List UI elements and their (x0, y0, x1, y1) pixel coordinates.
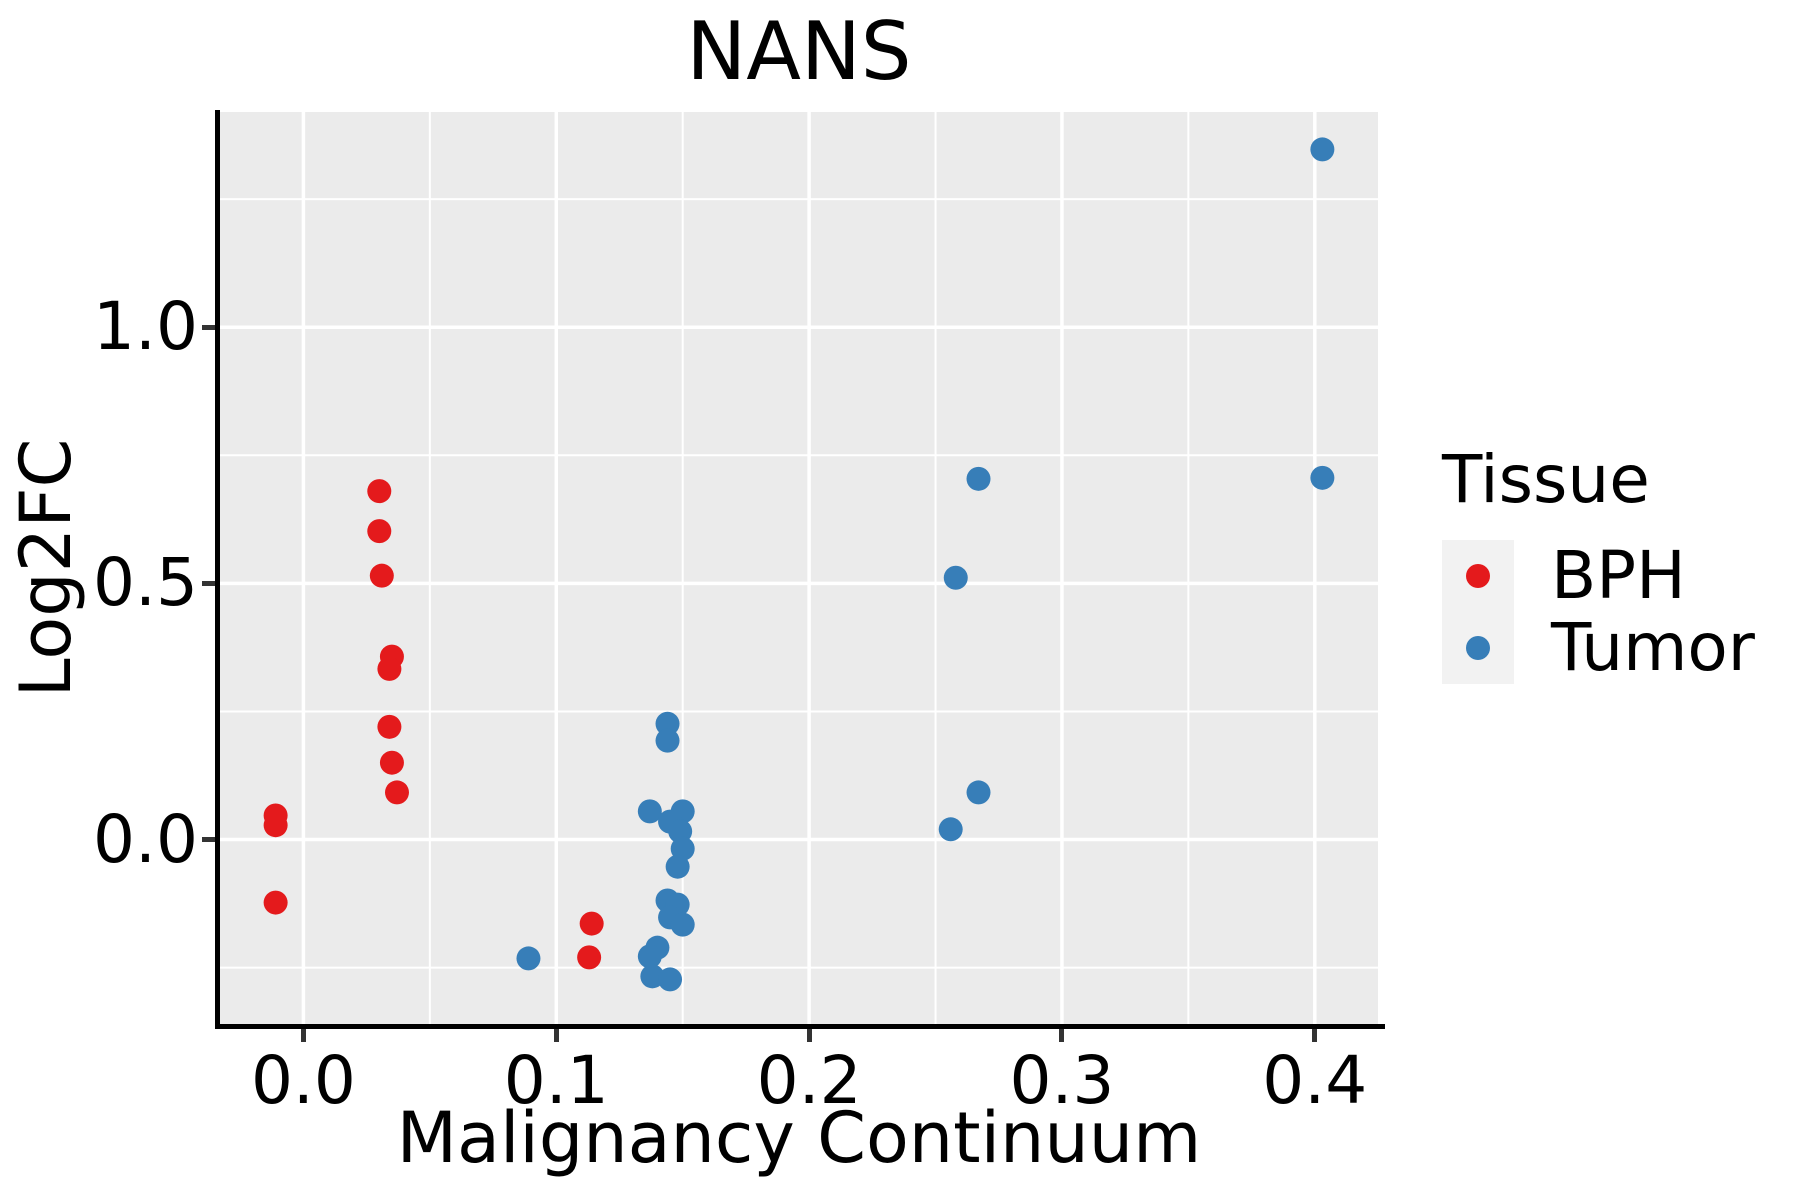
y-axis-title: Log2FC (5, 438, 87, 698)
legend-item-tumor: Tumor (1442, 612, 1755, 684)
data-point-tumor (943, 565, 968, 590)
legend-items: BPH Tumor (1442, 540, 1755, 684)
legend-key-bph (1442, 540, 1514, 612)
x-tick-label: 0.3 (1009, 1042, 1115, 1119)
data-point-tumor (637, 944, 662, 969)
x-tick-label: 0.2 (756, 1042, 862, 1119)
data-point-bph (577, 945, 602, 970)
data-point-tumor (516, 946, 541, 971)
y-axis-spine (215, 110, 220, 1029)
y-tick-label: 0.0 (93, 800, 198, 878)
legend-key-tumor (1442, 612, 1514, 684)
x-axis-spine (215, 1024, 1385, 1029)
data-point-bph (263, 890, 288, 915)
data-point-tumor (665, 854, 690, 879)
x-axis-title: Malignancy Continuum (396, 1097, 1202, 1179)
data-point-bph (369, 563, 394, 588)
x-tick-mark (300, 1029, 306, 1042)
bph-dot-icon (1466, 564, 1490, 588)
x-tick-mark (1059, 1029, 1065, 1042)
y-tick-label: 0.5 (93, 544, 198, 622)
x-tick-mark (553, 1029, 559, 1042)
data-point-tumor (640, 964, 665, 989)
data-point-bph (367, 519, 392, 544)
data-point-bph (263, 813, 288, 838)
data-point-tumor (1310, 137, 1335, 162)
legend-label-bph: BPH (1551, 537, 1686, 614)
x-tick-label: 0.4 (1262, 1042, 1368, 1119)
legend-label-tumor: Tumor (1551, 609, 1755, 686)
data-point-bph (377, 714, 402, 739)
y-tick-mark (202, 837, 215, 843)
data-point-tumor (966, 466, 991, 491)
data-point-tumor (655, 728, 680, 753)
data-point-tumor (966, 780, 991, 805)
data-point-bph (377, 656, 402, 681)
x-tick-mark (1312, 1029, 1318, 1042)
x-tick-label: 0.0 (250, 1042, 356, 1119)
data-point-tumor (655, 711, 680, 736)
x-tick-label: 0.1 (503, 1042, 609, 1119)
legend-title: Tissue (1442, 441, 1650, 518)
data-point-tumor (658, 967, 683, 992)
data-point-bph (579, 911, 604, 936)
data-point-tumor (637, 799, 662, 824)
y-tick-mark (202, 580, 215, 586)
plot-area-svg (220, 112, 1378, 1024)
y-tick-mark (202, 324, 215, 330)
tumor-dot-icon (1466, 636, 1490, 660)
data-point-bph (379, 750, 404, 775)
y-tick-label: 1.0 (93, 288, 198, 366)
data-point-tumor (938, 817, 963, 842)
legend-item-bph: BPH (1442, 540, 1755, 612)
data-point-bph (367, 479, 392, 504)
x-tick-mark (806, 1029, 812, 1042)
chart-title: NANS (686, 5, 912, 98)
data-point-tumor (670, 912, 695, 937)
plot-panel (220, 112, 1378, 1024)
data-point-tumor (1310, 465, 1335, 490)
legend: Tissue BPH Tumor (1442, 440, 1755, 684)
data-point-bph (384, 780, 409, 805)
